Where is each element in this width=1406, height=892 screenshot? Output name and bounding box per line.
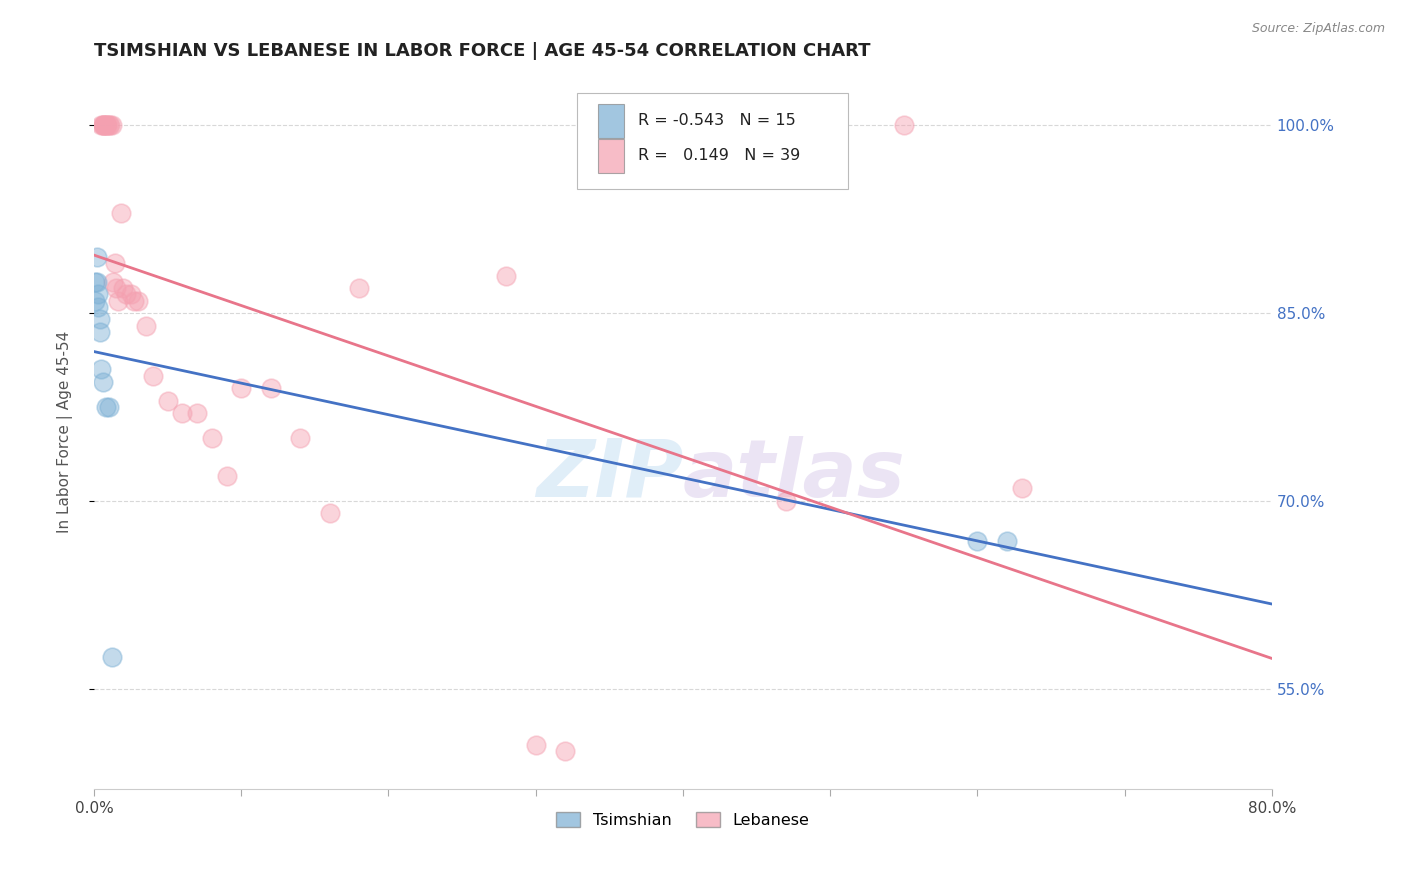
Point	[93, 118, 115, 132]
Point	[94, 118, 117, 132]
Point	[554, 744, 576, 758]
Point	[89, 325, 111, 339]
Text: Source: ZipAtlas.com: Source: ZipAtlas.com	[1251, 22, 1385, 36]
FancyBboxPatch shape	[598, 139, 624, 173]
Point	[110, 206, 132, 220]
Point	[120, 287, 142, 301]
Point	[101, 275, 124, 289]
Text: TSIMSHIAN VS LEBANESE IN LABOR FORCE | AGE 45-54 CORRELATION CHART: TSIMSHIAN VS LEBANESE IN LABOR FORCE | A…	[94, 42, 870, 60]
Point	[87, 287, 110, 301]
Point	[122, 293, 145, 308]
Point	[105, 281, 128, 295]
Point	[775, 494, 797, 508]
Point	[84, 275, 107, 289]
Text: R =   0.149   N = 39: R = 0.149 N = 39	[638, 148, 800, 163]
Point	[93, 118, 115, 132]
Y-axis label: In Labor Force | Age 45-54: In Labor Force | Age 45-54	[58, 331, 73, 533]
Text: ZIP: ZIP	[536, 436, 683, 514]
Point	[97, 400, 120, 414]
Point	[94, 400, 117, 414]
Point	[215, 468, 238, 483]
Point	[1011, 482, 1033, 496]
Point	[495, 268, 517, 283]
Point	[156, 393, 179, 408]
Point	[347, 281, 370, 295]
Point	[86, 250, 108, 264]
Text: atlas: atlas	[683, 436, 905, 514]
Point	[104, 256, 127, 270]
Point	[288, 431, 311, 445]
Point	[86, 275, 108, 289]
Legend: Tsimshian, Lebanese: Tsimshian, Lebanese	[550, 806, 815, 834]
Point	[107, 293, 129, 308]
Point	[172, 406, 194, 420]
Point	[318, 507, 340, 521]
Point	[135, 318, 157, 333]
Point	[84, 293, 107, 308]
Point	[100, 118, 122, 132]
Point	[97, 118, 120, 132]
Point	[115, 287, 138, 301]
FancyBboxPatch shape	[576, 93, 848, 189]
Point	[90, 118, 112, 132]
Point	[87, 300, 110, 314]
Point	[112, 281, 135, 295]
Point	[89, 312, 111, 326]
Point	[91, 118, 114, 132]
Point	[201, 431, 224, 445]
Point	[995, 533, 1018, 548]
Point	[231, 381, 253, 395]
Point	[100, 650, 122, 665]
Text: R = -0.543   N = 15: R = -0.543 N = 15	[638, 113, 796, 128]
Point	[893, 118, 915, 132]
Point	[98, 118, 121, 132]
Point	[142, 368, 165, 383]
Point	[91, 375, 114, 389]
FancyBboxPatch shape	[598, 103, 624, 138]
Point	[127, 293, 149, 308]
Point	[260, 381, 283, 395]
Point	[91, 118, 114, 132]
Point	[186, 406, 208, 420]
Point	[96, 118, 118, 132]
Point	[524, 738, 547, 752]
Point	[966, 533, 988, 548]
Point	[90, 362, 112, 376]
Point	[96, 118, 118, 132]
